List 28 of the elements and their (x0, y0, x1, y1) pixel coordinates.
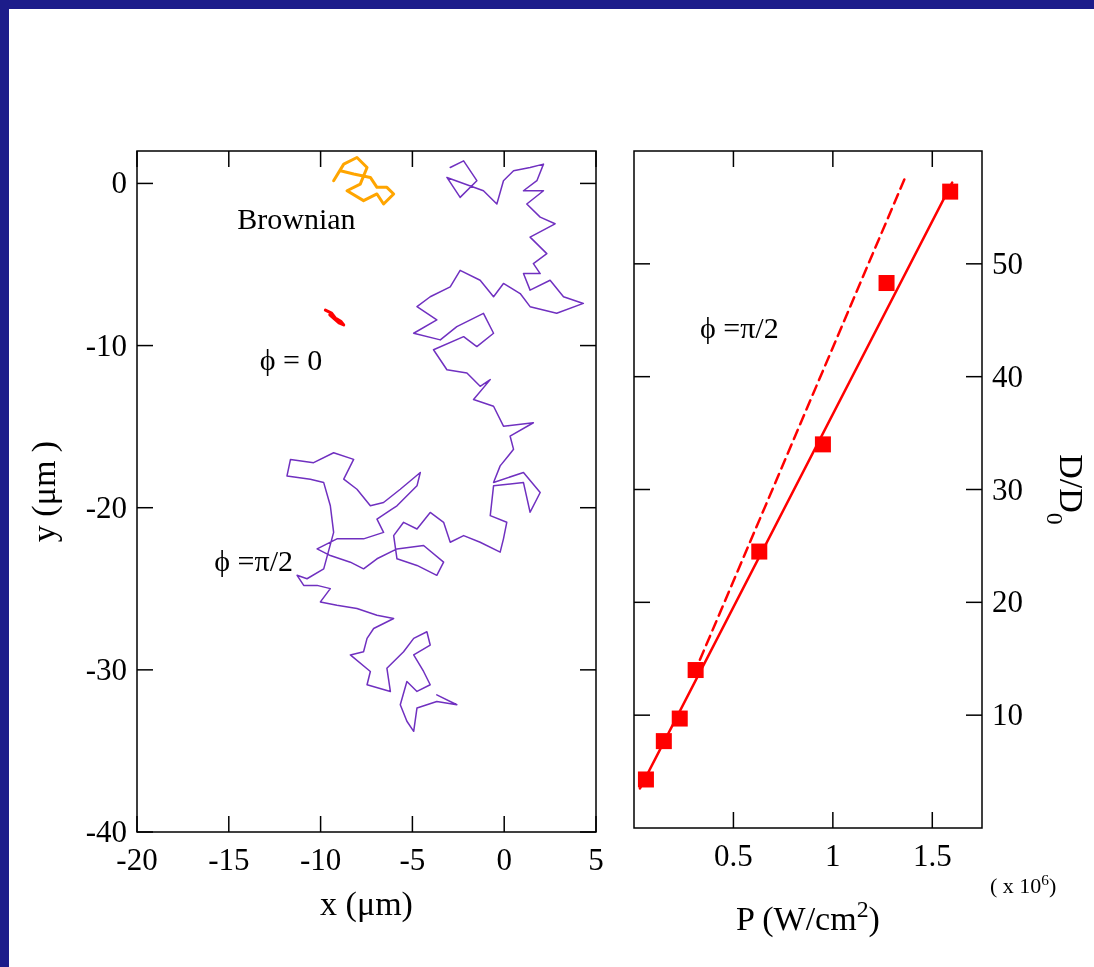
y-tick-label: -30 (85, 651, 127, 687)
x-tick-label: -15 (208, 842, 250, 877)
y-tick-label: 40 (992, 358, 1023, 394)
y-tick-label: 50 (992, 245, 1023, 281)
text: ( x 10$^{6}$) (990, 870, 1057, 898)
y-tick-label: -10 (85, 327, 127, 363)
point (878, 275, 895, 292)
y-tick-label: 0 (111, 165, 127, 201)
line-series (323, 308, 346, 327)
x-tick-label: 0 (496, 842, 512, 877)
series-label: Brownian (237, 201, 356, 235)
x-tick-label: 0.5 (714, 838, 753, 873)
y-tick-label: 10 (992, 697, 1023, 733)
series-label: ϕ = 0 (259, 343, 323, 377)
x-tick-label: -10 (299, 842, 342, 877)
x-tick-label: 5 (588, 842, 604, 877)
x-tick-label: 1.5 (912, 838, 952, 873)
series-label: ϕ =π/2 (214, 543, 293, 577)
x-tick-label: -5 (399, 842, 426, 877)
y-tick-label: -20 (85, 489, 127, 525)
y-tick-label: 30 (992, 471, 1023, 507)
y-tick-label: 20 (992, 584, 1023, 620)
x-axis-title: P (W/cm$^{2}$) (736, 896, 880, 938)
x-tick-label: 1 (825, 838, 841, 873)
x-axis-title: x (μm) (320, 885, 413, 923)
annotation: ϕ =π/2 (700, 311, 779, 344)
y-axis-title: y (μm ) (25, 440, 63, 543)
line-series (332, 155, 396, 206)
